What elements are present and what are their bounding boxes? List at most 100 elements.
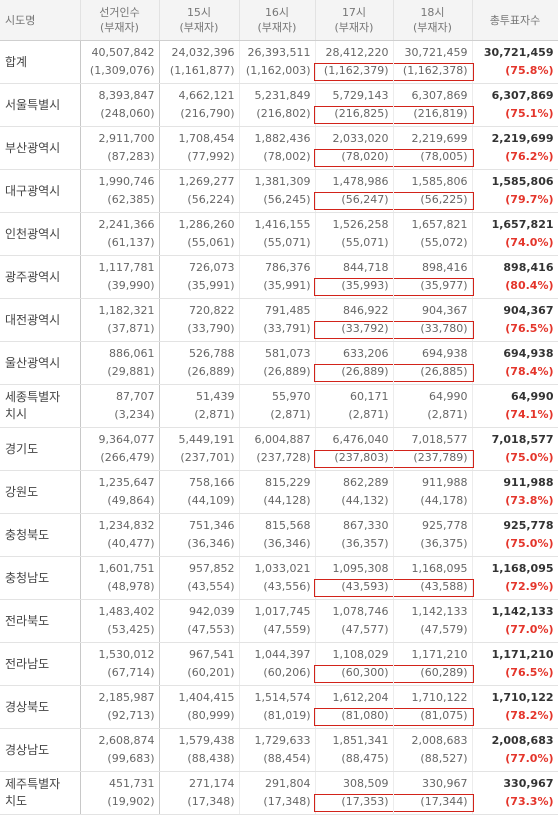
electors-cell: 2,241,366 (61,137) <box>80 212 160 256</box>
count-value: 271,174 <box>189 777 235 790</box>
hour16-cell: 815,568 (36,346) <box>239 513 316 557</box>
total-voters-cell: 1,585,806 (79.7%) <box>472 169 558 213</box>
region-cell: 충청남도 <box>0 556 81 600</box>
electors-cell: 1,234,832 (40,477) <box>80 513 160 557</box>
hour17-cell: 862,289 (44,132) <box>315 470 394 514</box>
region-name-part: 대전광역시 <box>5 312 61 327</box>
total-voters-cell: 30,721,459 (75.8%) <box>472 40 558 84</box>
count-value: 791,485 <box>265 304 311 317</box>
highlight-box <box>393 450 474 468</box>
highlight-box <box>393 579 474 597</box>
count-value: 1,514,574 <box>254 691 311 704</box>
total-voters-cell: 7,018,577 (75.0%) <box>472 427 558 471</box>
hour16-cell: 1,381,309 (56,245) <box>239 169 316 213</box>
total-voters-cell: 694,938 (78.4%) <box>472 341 558 385</box>
count-value: 6,004,887 <box>254 433 311 446</box>
table-row: 부산광역시 2,911,700 (87,283) 1,708,454 (77,992) 1… <box>0 126 558 170</box>
electors-cell: 2,608,874 (99,683) <box>80 728 160 772</box>
table-row: 전라남도 1,530,012 (67,714) 967,541 (60,201) 1,04… <box>0 642 558 686</box>
absentee-value: (37,871) <box>107 322 155 335</box>
region-cell: 합계 <box>0 40 81 84</box>
absentee-value: (216,790) <box>180 107 235 120</box>
absentee-value: (99,683) <box>107 752 155 765</box>
region-cell: 강원도 <box>0 470 81 514</box>
absentee-value: (237,803) <box>334 451 389 464</box>
absentee-value: (17,348) <box>187 795 235 808</box>
absentee-value: (92,713) <box>107 709 155 722</box>
electors-cell: 1,117,781 (39,990) <box>80 255 160 299</box>
hour16-cell: 5,231,849 (216,802) <box>239 83 316 127</box>
absentee-value: (43,588) <box>420 580 468 593</box>
count-value: 1,404,415 <box>178 691 235 704</box>
count-value: 886,061 <box>109 347 155 360</box>
highlight-box <box>313 794 393 812</box>
absentee-value: (44,132) <box>341 494 389 507</box>
absentee-value: (78.2%) <box>505 709 554 722</box>
absentee-value: (80,999) <box>187 709 235 722</box>
absentee-value: (75.8%) <box>505 64 554 77</box>
count-value: 2,008,683 <box>491 734 554 747</box>
count-value: 726,073 <box>189 261 235 274</box>
region-name-part: 전라북도 <box>5 613 50 628</box>
region-name-part: 충청북도 <box>5 527 50 542</box>
count-value: 1,579,438 <box>178 734 235 747</box>
count-value: 1,078,746 <box>332 605 389 618</box>
absentee-value: (1,309,076) <box>89 64 155 77</box>
absentee-value: (73.8%) <box>505 494 554 507</box>
region-cell: 경기도 <box>0 427 81 471</box>
hour18-cell: 1,142,133 (47,579) <box>393 599 473 643</box>
count-value: 6,307,869 <box>411 89 468 102</box>
count-value: 2,608,874 <box>98 734 155 747</box>
absentee-value: (81,075) <box>420 709 468 722</box>
header-16h: 16시 (부재자) <box>239 0 316 41</box>
count-value: 1,286,260 <box>178 218 235 231</box>
count-value: 904,367 <box>503 304 554 317</box>
hour18-cell: 1,168,095 (43,588) <box>393 556 474 600</box>
hour17-cell: 1,095,308 (43,593) <box>313 556 394 600</box>
region-name-part: 경상북도 <box>5 699 50 714</box>
region-name-part: 세종특별자 <box>5 390 61 404</box>
absentee-value: (48,978) <box>107 580 155 593</box>
region-name-part: 경상남도 <box>5 742 50 757</box>
region-cell: 충청북도 <box>0 513 81 557</box>
count-value: 1,381,309 <box>254 175 311 188</box>
highlight-box <box>313 450 393 468</box>
table-row: 대전광역시 1,182,321 (37,871) 720,822 (33,790) 791… <box>0 298 558 342</box>
hour15-cell: 526,788 (26,889) <box>159 341 240 385</box>
hour15-cell: 1,269,277 (56,224) <box>159 169 240 213</box>
hour18-cell: 694,938 (26,885) <box>393 341 474 385</box>
absentee-value: (39,990) <box>107 279 155 292</box>
count-value: 925,778 <box>422 519 468 532</box>
table-row: 인천광역시 2,241,366 (61,137) 1,286,260 (55,061) 1… <box>0 212 558 256</box>
hour17-cell: 5,729,143 (216,825) <box>313 83 394 127</box>
region-name-part: 경기도 <box>5 441 39 456</box>
hour16-cell: 1,514,574 (81,019) <box>239 685 316 729</box>
highlight-box <box>313 192 393 210</box>
count-value: 1,044,397 <box>254 648 311 661</box>
header-15h: 15시 (부재자) <box>159 0 240 41</box>
absentee-value: (266,479) <box>100 451 155 464</box>
absentee-value: (72.9%) <box>505 580 554 593</box>
hour17-cell: 1,078,746 (47,577) <box>315 599 394 643</box>
hour16-cell: 1,729,633 (88,454) <box>239 728 316 772</box>
total-voters-cell: 330,967 (73.3%) <box>472 771 558 815</box>
absentee-value: (80.4%) <box>505 279 554 292</box>
hour16-cell: 291,804 (17,348) <box>239 771 316 815</box>
count-value: 64,990 <box>511 390 554 403</box>
absentee-value: (44,128) <box>263 494 311 507</box>
total-voters-cell: 925,778 (75.0%) <box>472 513 558 557</box>
absentee-value: (2,871) <box>348 408 389 421</box>
table-row: 경기도 9,364,077 (266,479) 5,449,191 (237,701) 6… <box>0 427 558 471</box>
absentee-value: (60,300) <box>341 666 389 679</box>
count-value: 1,095,308 <box>332 562 389 575</box>
hour16-cell: 55,970 (2,871) <box>239 384 316 428</box>
absentee-value: (78,020) <box>341 150 389 163</box>
hour18-cell: 330,967 (17,344) <box>393 771 474 815</box>
absentee-value: (33,791) <box>263 322 311 335</box>
count-value: 1,657,821 <box>491 218 554 231</box>
count-value: 5,231,849 <box>254 89 311 102</box>
electors-cell: 8,393,847 (248,060) <box>80 83 160 127</box>
count-value: 957,852 <box>189 562 235 575</box>
highlight-box <box>313 364 393 382</box>
absentee-value: (35,991) <box>187 279 235 292</box>
